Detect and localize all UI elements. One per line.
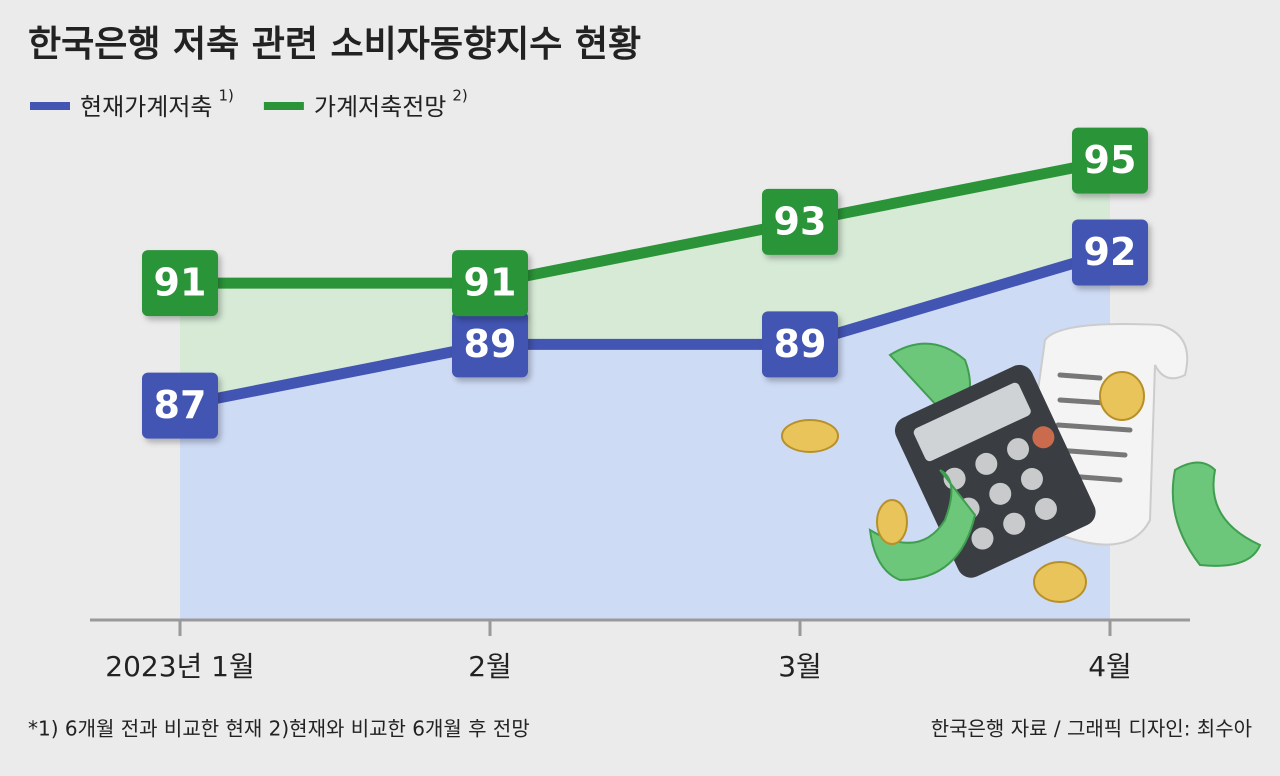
footnote: *1) 6개월 전과 비교한 현재 2)현재와 비교한 6개월 후 전망: [28, 717, 530, 741]
value-label-box: [762, 311, 838, 378]
value-label-box: [1072, 127, 1148, 194]
value-label: 89: [464, 322, 517, 366]
value-label-box: [1072, 219, 1148, 286]
value-label: 91: [154, 261, 207, 305]
value-label: 93: [774, 199, 827, 243]
legend-note: 2): [452, 87, 467, 105]
value-label-box: [762, 188, 838, 255]
value-label-box: [452, 311, 528, 378]
value-label-box: [142, 250, 218, 317]
value-label: 95: [1084, 138, 1137, 182]
legend-label: 현재가계저축: [80, 93, 212, 121]
illustration: [781, 323, 1262, 603]
value-label-box: [142, 372, 218, 439]
x-tick-label: 4월: [1088, 650, 1132, 683]
x-tick-label: 2023년 1월: [105, 650, 255, 683]
value-label-box: [452, 250, 528, 317]
x-tick-label: 2월: [468, 650, 512, 683]
value-label: 89: [774, 322, 827, 366]
source: 한국은행 자료 / 그래픽 디자인: 최수아: [931, 717, 1252, 741]
legend-note: 1): [218, 87, 233, 105]
chart-title: 한국은행 저축 관련 소비자동향지수 현황: [28, 24, 641, 65]
value-label: 87: [154, 383, 207, 427]
series-line: [180, 155, 1112, 289]
value-label: 91: [464, 261, 517, 305]
x-tick-label: 3월: [778, 650, 822, 683]
value-label: 92: [1084, 230, 1137, 274]
series-line: [178, 247, 1112, 412]
legend-label: 가계저축전망: [314, 93, 446, 121]
